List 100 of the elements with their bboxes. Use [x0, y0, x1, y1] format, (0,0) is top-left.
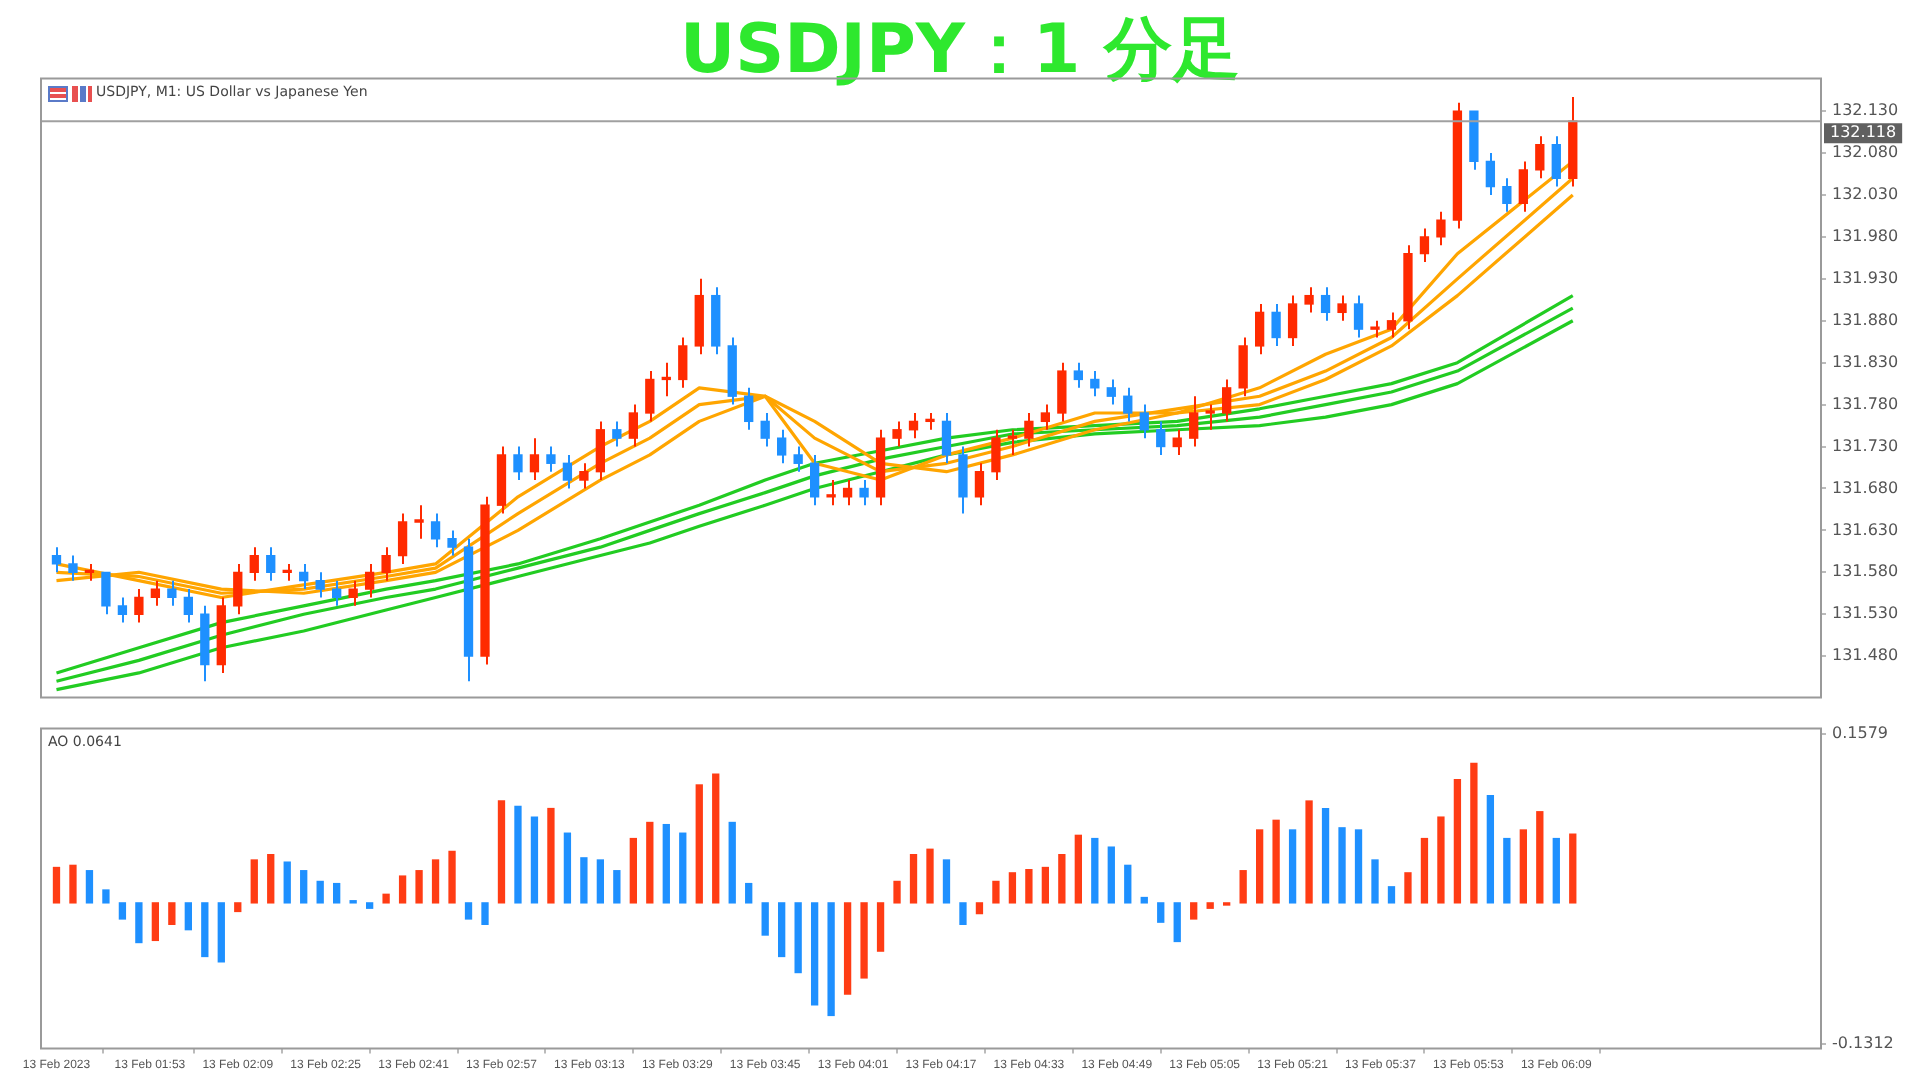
bar — [102, 889, 110, 904]
bar — [1519, 829, 1527, 904]
bar — [975, 902, 984, 915]
bar — [1371, 859, 1379, 904]
y-tick-label: 131.830 — [1832, 352, 1899, 371]
candlestick — [1007, 428, 1018, 456]
bar — [1140, 896, 1148, 904]
bar — [1288, 829, 1297, 904]
bar — [1058, 853, 1066, 904]
bar — [1569, 833, 1577, 904]
bar — [992, 880, 1000, 904]
bar — [1255, 829, 1264, 904]
bar — [333, 882, 341, 904]
bar — [267, 853, 275, 904]
bar — [1486, 795, 1495, 904]
y-tick-label: 131.780 — [1832, 394, 1899, 413]
bar — [1470, 762, 1478, 904]
bar — [398, 875, 407, 904]
bar — [316, 880, 324, 904]
y-tick-label: 131.730 — [1832, 436, 1899, 455]
bar — [1091, 837, 1099, 904]
bar — [794, 902, 802, 974]
bar — [745, 882, 753, 904]
bar — [481, 902, 489, 925]
bar — [497, 800, 506, 904]
y-tick-label: 131.930 — [1832, 268, 1899, 287]
y-tick-label: 131.480 — [1832, 646, 1899, 665]
bar — [118, 902, 127, 920]
y-tick-label: 132.080 — [1832, 143, 1899, 162]
bar — [1420, 837, 1429, 904]
bar — [1387, 886, 1396, 904]
bar — [431, 859, 440, 904]
candlestick — [1370, 319, 1380, 339]
bar — [728, 821, 736, 904]
bar — [283, 861, 291, 904]
bar — [151, 902, 160, 942]
bar — [300, 870, 308, 904]
y-tick-label: 131.680 — [1832, 478, 1899, 497]
bar — [1305, 800, 1313, 904]
bar — [201, 902, 209, 958]
bar — [1107, 846, 1115, 904]
y-tick-label: 132.030 — [1832, 185, 1899, 204]
bar — [514, 805, 522, 904]
bar — [876, 902, 885, 952]
bar — [168, 902, 176, 925]
bar — [1190, 902, 1198, 920]
bar — [1173, 902, 1181, 943]
bar — [1503, 837, 1511, 904]
bar — [1157, 902, 1165, 923]
bar — [382, 893, 390, 904]
bar — [85, 870, 94, 904]
bar — [613, 870, 621, 904]
bar — [1404, 872, 1412, 904]
ref-line-label: 132.118 — [1830, 123, 1897, 142]
bar — [464, 902, 473, 920]
bar — [1025, 868, 1033, 904]
bar — [1453, 778, 1462, 904]
bar — [1041, 866, 1050, 904]
candlestick — [826, 479, 836, 507]
bar — [893, 880, 901, 904]
y-tick-label: 131.880 — [1832, 310, 1899, 329]
bar — [959, 902, 967, 925]
y-tick-label: -0.1312 — [1832, 1033, 1894, 1052]
bar — [662, 823, 670, 904]
bar — [1239, 870, 1247, 904]
y-tick-label: 132.130 — [1832, 101, 1899, 120]
candlestick — [1436, 210, 1446, 247]
bar — [1552, 837, 1560, 904]
bar — [547, 807, 555, 904]
candlestick — [1205, 403, 1215, 431]
bar — [1354, 829, 1363, 904]
bar — [1124, 864, 1132, 904]
bar — [629, 837, 637, 904]
bar — [1437, 816, 1445, 904]
bar — [712, 773, 720, 904]
y-tick-label: 131.630 — [1832, 520, 1899, 539]
bar — [563, 832, 572, 904]
bar — [250, 859, 258, 904]
bar — [1338, 827, 1346, 904]
bar — [135, 902, 143, 944]
y-tick-label: 131.580 — [1832, 562, 1899, 581]
y-tick-label: 131.980 — [1832, 227, 1899, 246]
bar — [695, 784, 703, 904]
bar — [679, 832, 687, 904]
candlestick — [414, 504, 424, 540]
bar — [909, 853, 918, 904]
bar — [69, 864, 77, 904]
bar — [596, 859, 605, 904]
bar — [926, 848, 934, 904]
bar — [234, 902, 242, 913]
bar — [942, 859, 951, 904]
bar — [843, 902, 852, 995]
chart-title: USDJPY：1 分足 — [651, 10, 1268, 90]
bar — [827, 902, 835, 1017]
bar — [646, 821, 654, 904]
bar — [530, 816, 539, 904]
bar — [52, 866, 61, 904]
bar — [860, 902, 868, 979]
bar — [761, 902, 769, 936]
bar — [778, 902, 786, 958]
